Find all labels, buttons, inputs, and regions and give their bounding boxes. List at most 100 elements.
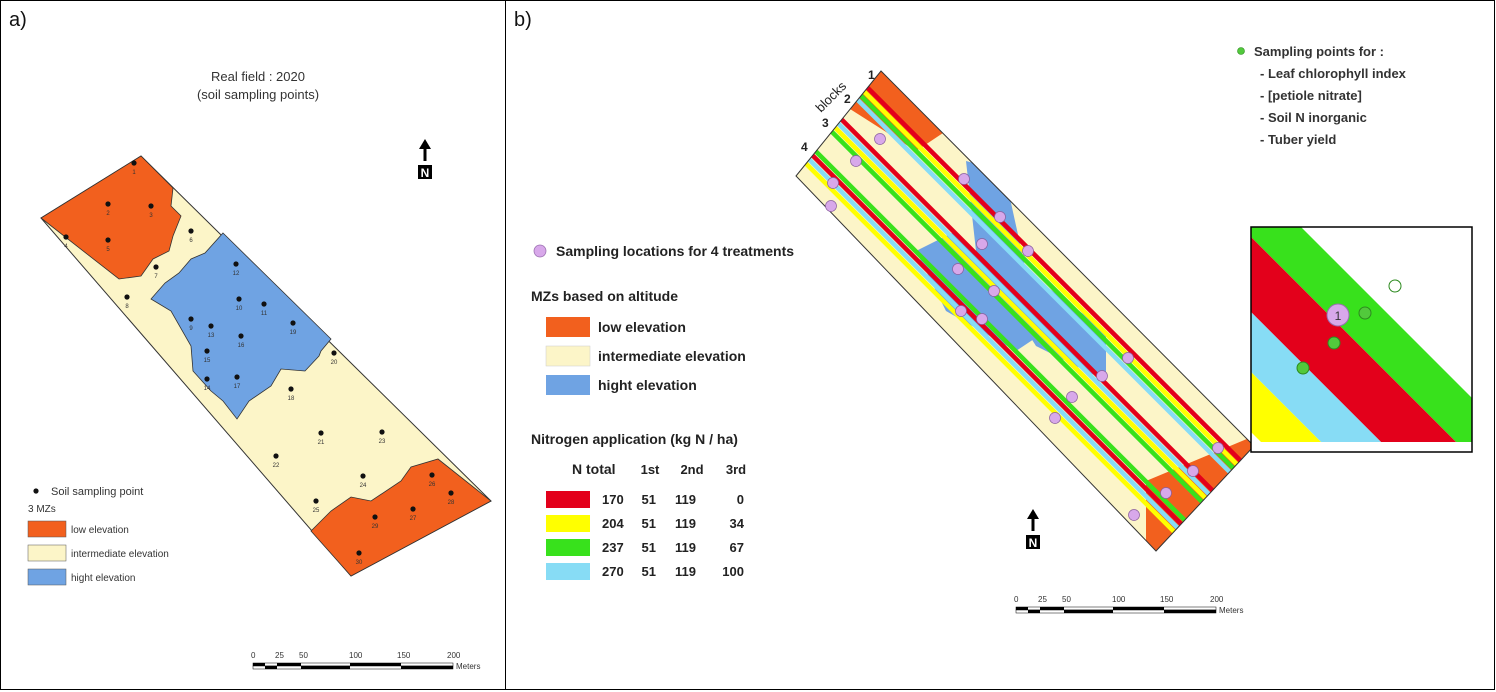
- scale-tick-label: 50: [299, 651, 308, 660]
- treatment-strip: [842, 71, 1254, 551]
- mz-swatch-low: [546, 317, 590, 337]
- treatment-sampling-circle: [825, 200, 837, 212]
- inset-sampling-point-blue: [1327, 336, 1341, 350]
- treatment-sampling-circle: [1122, 352, 1134, 364]
- inset-strip-blue: [1251, 312, 1381, 442]
- sampling-point: [131, 160, 137, 166]
- treatment-sampling-circle: [1128, 509, 1140, 521]
- sampling-point: [318, 430, 324, 436]
- sampling-point: [273, 453, 279, 459]
- scale-unit: Meters: [456, 662, 480, 671]
- panel-a-title-line2: (soil sampling points): [197, 87, 319, 102]
- table-cell: 237: [602, 540, 624, 555]
- sampling-point-legend-icon: [1237, 47, 1245, 55]
- treatment-strip: [810, 103, 1254, 551]
- sampling-point: [313, 498, 319, 504]
- table-cell: 119: [675, 516, 696, 531]
- sampling-point-number: 29: [372, 524, 379, 530]
- sampling-point-item-1: - Leaf chlorophyll index: [1260, 66, 1407, 81]
- sampling-point: [379, 429, 385, 435]
- table-cell: 51: [642, 540, 656, 555]
- treatment-sampling-circle: [988, 285, 1000, 297]
- scale-tick-label: 100: [1112, 595, 1126, 604]
- sampling-point: [188, 316, 194, 322]
- nitrogen-table: N total 1st 2nd 3rd 170 51 119 0 204 51 119 34 237…: [546, 461, 746, 580]
- inset-sampling-point-red: [1358, 306, 1372, 320]
- sampling-point: [261, 301, 267, 307]
- inset-circle-label: 1: [1335, 309, 1342, 323]
- sampling-points-title: Sampling points for :: [1254, 44, 1384, 59]
- legend-point-icon: [33, 488, 39, 494]
- sampling-point: [372, 514, 378, 520]
- sampling-point: [288, 386, 294, 392]
- inset-detail: 1: [1251, 227, 1472, 452]
- panel-b: b) blocks 1 2 3 4 Sampling locations for…: [505, 0, 1495, 690]
- treatment-sampling-circle: [976, 238, 988, 250]
- table-cell: 204: [602, 516, 624, 531]
- table-header: 1st: [641, 462, 660, 477]
- sampling-point: [105, 237, 111, 243]
- sampling-point-number: 18: [288, 396, 295, 402]
- table-cell: 51: [642, 564, 656, 579]
- sampling-point-number: 4: [64, 244, 68, 250]
- sampling-point-number: 26: [429, 482, 436, 488]
- sampling-point-number: 10: [236, 306, 243, 312]
- table-cell: 67: [730, 540, 744, 555]
- sampling-point-number: 2: [106, 211, 110, 217]
- block-number-3: 3: [822, 116, 829, 130]
- sampling-point-number: 11: [261, 311, 268, 317]
- sampling-point-number: 28: [448, 500, 455, 506]
- sampling-point: [204, 348, 210, 354]
- block-number-4: 4: [801, 140, 808, 154]
- block-number-2: 2: [844, 92, 851, 106]
- mz-swatch-intermediate: [545, 345, 591, 367]
- table-cell: 119: [675, 564, 696, 579]
- sampling-point: [238, 333, 244, 339]
- panel-a: a) 1 2 3 4 5 6 7 8 9 10 11 12 13 14 15 16 17 18 19 20 21 22 23…: [0, 0, 506, 690]
- sampling-point: [360, 473, 366, 479]
- sampling-point-number: 22: [273, 463, 280, 469]
- treatment-sampling-circle: [850, 155, 862, 167]
- sampling-point: [236, 296, 242, 302]
- sampling-point-number: 17: [234, 384, 241, 390]
- table-cell: 51: [642, 492, 656, 507]
- inset-strip-green: [1251, 227, 1472, 442]
- inset-sampling-point-green: [1388, 279, 1402, 293]
- treatment-sampling-circle: [958, 173, 970, 185]
- mz-swatch-high: [546, 375, 590, 395]
- sampling-point-item-4: - Tuber yield: [1260, 132, 1336, 147]
- sampling-point-number: 30: [356, 560, 363, 566]
- sampling-point: [124, 294, 130, 300]
- legend-swatch-intermediate: [27, 544, 67, 562]
- scale-tick-label: 0: [1014, 595, 1019, 604]
- table-cell: 51: [642, 516, 656, 531]
- north-arrow-icon-b: N: [1026, 509, 1040, 550]
- treatment-sampling-circle: [1187, 465, 1199, 477]
- table-cell: 0: [737, 492, 744, 507]
- sampling-point-number: 19: [290, 330, 297, 336]
- treatment-sampling-circle: [1066, 391, 1078, 403]
- table-cell: 34: [730, 516, 745, 531]
- north-arrow-icon: N: [418, 139, 432, 180]
- panel-a-title-line1: Real field : 2020: [211, 69, 305, 84]
- table-row-swatch: [546, 563, 590, 580]
- sampling-point: [148, 203, 154, 209]
- inset-strip-red: [1251, 237, 1456, 442]
- sampling-location-legend-icon: [533, 244, 547, 258]
- sampling-point-number: 24: [360, 483, 367, 489]
- panel-b-scale-bar: 0 25 50 100 150 200 Meters: [1014, 595, 1243, 615]
- treatment-strip: [817, 95, 1254, 551]
- nitrogen-heading: Nitrogen application (kg N / ha): [531, 431, 738, 447]
- sampling-point-number: 25: [313, 508, 320, 514]
- sampling-point: [153, 264, 159, 270]
- table-cell: 119: [675, 540, 696, 555]
- sampling-point-number: 23: [379, 439, 386, 445]
- sampling-point-number: 20: [331, 360, 338, 366]
- treatment-sampling-circle: [874, 133, 886, 145]
- mz-item-intermediate: intermediate elevation: [598, 348, 746, 364]
- inset-treatment-circle: [1326, 303, 1350, 327]
- sampling-point-number: 13: [208, 333, 215, 339]
- sampling-point-number: 3: [149, 213, 153, 219]
- sampling-point-number: 15: [204, 358, 211, 364]
- sampling-point-number: 7: [154, 274, 158, 280]
